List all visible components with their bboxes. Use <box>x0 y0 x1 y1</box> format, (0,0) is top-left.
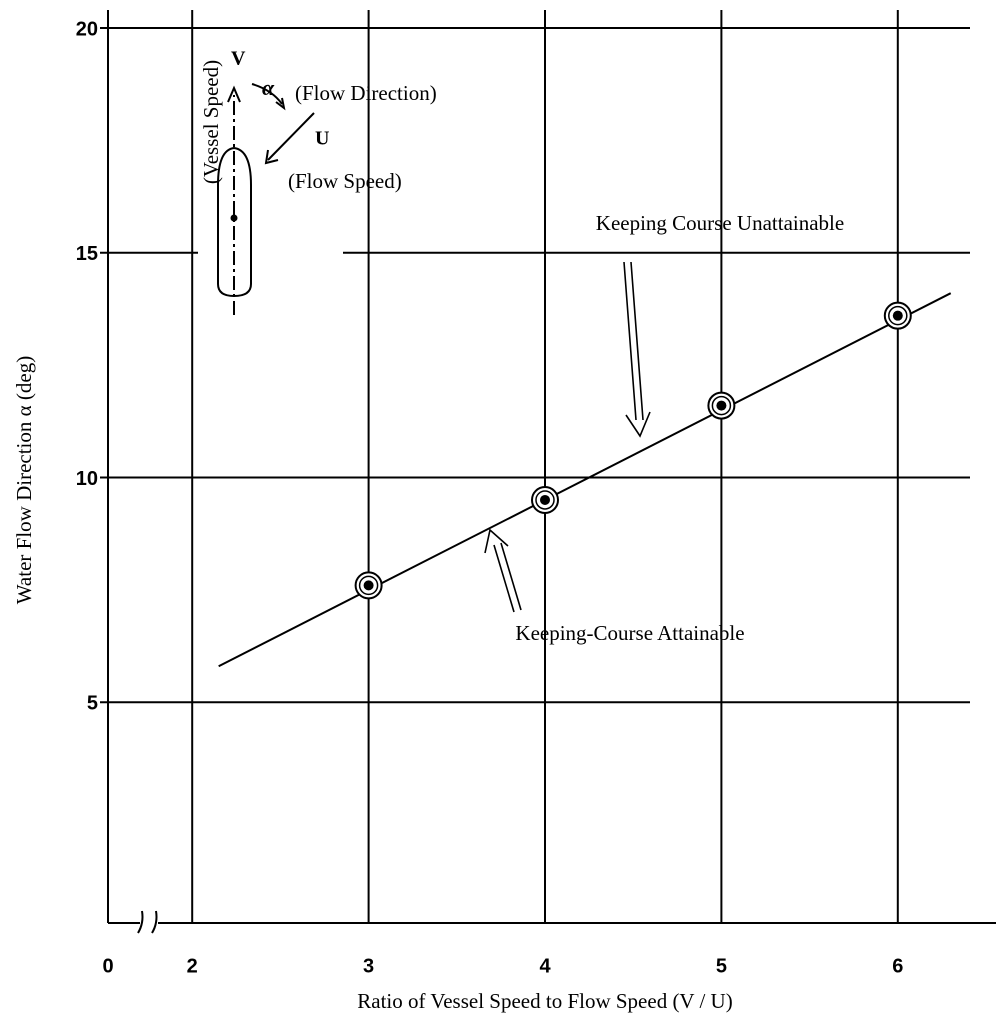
y-tick-label: 15 <box>76 243 98 265</box>
u-arrow <box>267 112 315 161</box>
ship-center <box>230 214 238 222</box>
ship-hull <box>217 146 252 298</box>
x-tick-label: 6 <box>892 955 903 977</box>
point-inner-ring <box>888 305 908 326</box>
label-flow-direction: (Flow Direction) <box>295 81 437 105</box>
attainable-arrow <box>484 528 522 613</box>
trend-line <box>218 292 952 668</box>
alpha-arc-head <box>275 97 286 111</box>
label-v: V <box>231 48 246 70</box>
alpha-arc <box>251 83 283 105</box>
point <box>540 494 550 505</box>
u-arrow-head <box>264 149 279 165</box>
point <box>363 580 374 591</box>
axis-break <box>137 910 158 934</box>
v-arrow-head <box>227 85 241 103</box>
unattainable-arrow <box>623 261 651 438</box>
label-alpha: α <box>262 75 275 100</box>
axis-break-gap <box>140 915 158 931</box>
label-u: U <box>315 128 329 150</box>
x-tick-label: 2 <box>187 955 198 977</box>
x-tick-label: 5 <box>716 955 727 977</box>
x-axis-label: Ratio of Vessel Speed to Flow Speed (V /… <box>357 989 732 1013</box>
y-tick-label: 5 <box>87 693 98 715</box>
annotation-arrows <box>484 261 651 613</box>
x-tick-label: 0 <box>102 955 113 977</box>
y-tick-label: 10 <box>76 468 98 490</box>
diagram-backdrop <box>198 235 343 275</box>
ship-diagram <box>217 83 315 315</box>
annotation-attainable: Keeping-Course Attainable <box>515 621 744 645</box>
annotation-unattainable: Keeping Course Unattainable <box>596 211 844 235</box>
point-inner-ring <box>358 575 379 596</box>
label-vessel-speed: (Vessel Speed) <box>199 60 223 184</box>
point-inner-ring <box>711 395 732 416</box>
point <box>716 400 727 411</box>
x-tick-label: 4 <box>539 955 551 977</box>
y-tick-label: 20 <box>76 18 98 40</box>
point-inner-ring <box>535 490 555 510</box>
point <box>892 310 903 321</box>
x-tick-label: 3 <box>363 955 374 977</box>
y-axis-label: Water Flow Direction α (deg) <box>12 356 36 604</box>
label-flow-speed: (Flow Speed) <box>288 169 402 193</box>
